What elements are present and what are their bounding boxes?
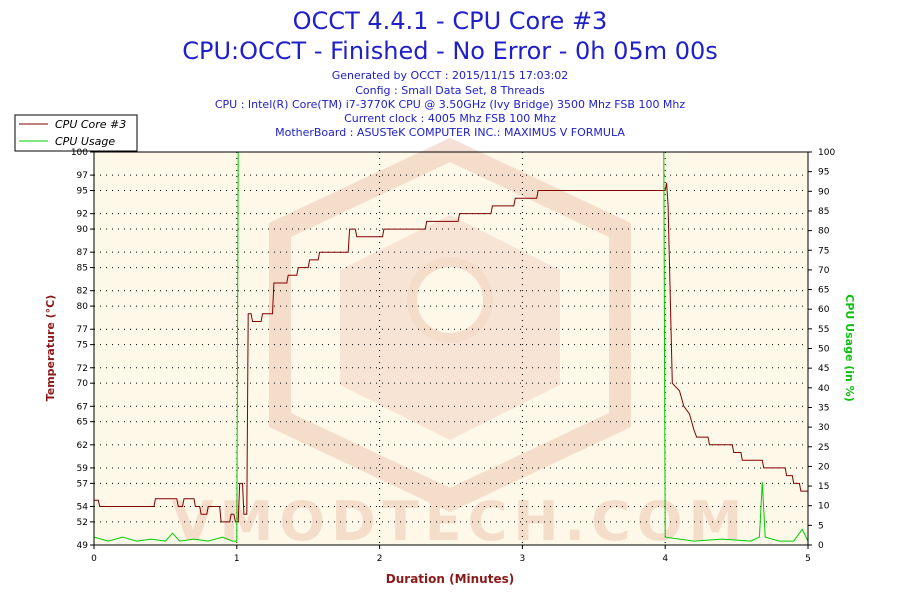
watermark-frame-shape: [269, 137, 631, 513]
y2-tick-label: 0: [818, 541, 824, 551]
y2-tick-label: 30: [818, 423, 830, 433]
y-tick-label: 92: [77, 210, 88, 220]
y-tick-label: 97: [77, 171, 88, 181]
y2-tick-label: 35: [818, 403, 829, 413]
y2-tick-label: 100: [818, 148, 835, 158]
y-tick-label: 85: [77, 264, 88, 274]
x-axis-title: Duration (Minutes): [386, 572, 514, 586]
y-axis-title: Temperature (°C): [44, 295, 57, 402]
y-tick-label: 49: [77, 541, 89, 551]
legend-label-cpu-usage: CPU Usage: [55, 135, 115, 148]
y-tick-label: 59: [77, 464, 89, 474]
y2-tick-label: 90: [818, 187, 830, 197]
y2-tick-label: 15: [818, 482, 829, 492]
y-tick-label: 52: [77, 518, 88, 528]
y2-tick-label: 10: [818, 502, 830, 512]
y2-tick-label: 70: [818, 266, 830, 276]
y-tick-label: 70: [77, 379, 89, 389]
x-tick-label: 3: [520, 554, 526, 564]
x-tick-label: 4: [662, 554, 668, 564]
y2-tick-label: 20: [818, 462, 830, 472]
info-config: Config : Small Data Set, 8 Threads: [355, 84, 545, 97]
y2-tick-label: 25: [818, 443, 829, 453]
y2-tick-label: 40: [818, 384, 830, 394]
y-tick-label: 87: [77, 248, 88, 258]
y-tick-label: 57: [77, 479, 88, 489]
y-tick-label: 75: [77, 341, 88, 351]
grid: [94, 152, 808, 545]
legend-box: [14, 114, 138, 152]
y-tick-label: 67: [77, 402, 88, 412]
y-tick-label: 95: [77, 187, 88, 197]
axis-ticks: 4952545759626567707275778082858790929597…: [71, 148, 836, 564]
y2-tick-label: 95: [818, 168, 829, 178]
y-tick-label: 77: [77, 325, 88, 335]
y-tick-label: 82: [77, 287, 88, 297]
legend: CPU Core #3 CPU Usage: [14, 114, 138, 152]
y2-tick-label: 60: [818, 305, 830, 315]
y-tick-label: 80: [77, 302, 89, 312]
y2-tick-label: 50: [818, 345, 830, 355]
info-generated: Generated by OCCT : 2015/11/15 17:03:02: [332, 69, 569, 82]
x-tick-label: 1: [234, 554, 240, 564]
y2-tick-label: 75: [818, 246, 829, 256]
watermark-face-shape: [407, 257, 493, 343]
y2-tick-label: 85: [818, 207, 829, 217]
y-tick-label: 54: [77, 502, 89, 512]
y-tick-label: 72: [77, 364, 88, 374]
series-layer: [93, 151, 809, 542]
watermark-text: VMODTECH.COM: [172, 490, 749, 553]
y2-axis-title: CPU Usage (in %): [843, 294, 856, 401]
y2-tick-label: 5: [818, 521, 824, 531]
x-tick-label: 2: [377, 554, 383, 564]
info-motherboard: MotherBoard : ASUSTeK COMPUTER INC.: MAX…: [275, 126, 625, 139]
y2-tick-label: 65: [818, 286, 829, 296]
watermark-logo: VMODTECH.COM: [172, 137, 749, 553]
y2-tick-label: 55: [818, 325, 829, 335]
x-tick-label: 5: [805, 554, 811, 564]
y2-tick-label: 45: [818, 364, 829, 374]
series-line-cpu-core: [94, 182, 808, 523]
y2-tick-label: 80: [818, 227, 830, 237]
chart-subtitle: CPU:OCCT - Finished - No Error - 0h 05m …: [182, 37, 718, 65]
x-tick-label: 0: [91, 554, 97, 564]
y-tick-label: 62: [77, 441, 88, 451]
y-tick-label: 100: [71, 148, 88, 158]
chart-title: OCCT 4.4.1 - CPU Core #3: [293, 7, 608, 35]
info-cpu: CPU : Intel(R) Core(TM) i7-3770K CPU @ 3…: [215, 98, 686, 111]
info-current-clock: Current clock : 4005 Mhz FSB 100 Mhz: [344, 112, 556, 125]
y-tick-label: 90: [77, 225, 89, 235]
series-line-cpu-usage: [93, 151, 809, 542]
y-tick-label: 65: [77, 418, 88, 428]
legend-label-cpu-core: CPU Core #3: [55, 118, 126, 131]
